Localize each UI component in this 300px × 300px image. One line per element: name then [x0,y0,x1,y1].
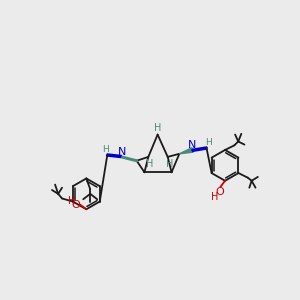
Text: H: H [102,146,109,154]
Text: H: H [166,159,173,169]
Text: H: H [146,159,154,169]
Text: H: H [211,192,218,202]
Text: N: N [118,147,126,157]
Text: O: O [215,187,224,197]
Polygon shape [179,148,193,154]
Text: H: H [154,123,161,134]
Text: N: N [188,140,196,150]
Text: H: H [68,196,75,206]
Text: O: O [72,200,81,210]
Text: H: H [205,138,212,147]
